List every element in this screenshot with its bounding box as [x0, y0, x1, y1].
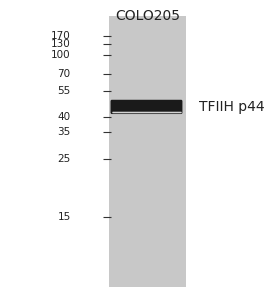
FancyBboxPatch shape	[109, 16, 186, 287]
Text: 170: 170	[51, 31, 71, 41]
FancyBboxPatch shape	[110, 100, 182, 114]
Text: 15: 15	[57, 212, 71, 222]
Text: 40: 40	[58, 112, 71, 122]
Text: 130: 130	[51, 40, 71, 50]
Text: 100: 100	[51, 50, 71, 60]
Text: 35: 35	[57, 127, 71, 137]
Text: TFIIH p44: TFIIH p44	[199, 100, 265, 114]
Text: 70: 70	[58, 69, 71, 79]
Text: COLO205: COLO205	[115, 9, 180, 23]
Text: 55: 55	[57, 86, 71, 96]
Text: 25: 25	[57, 154, 71, 164]
